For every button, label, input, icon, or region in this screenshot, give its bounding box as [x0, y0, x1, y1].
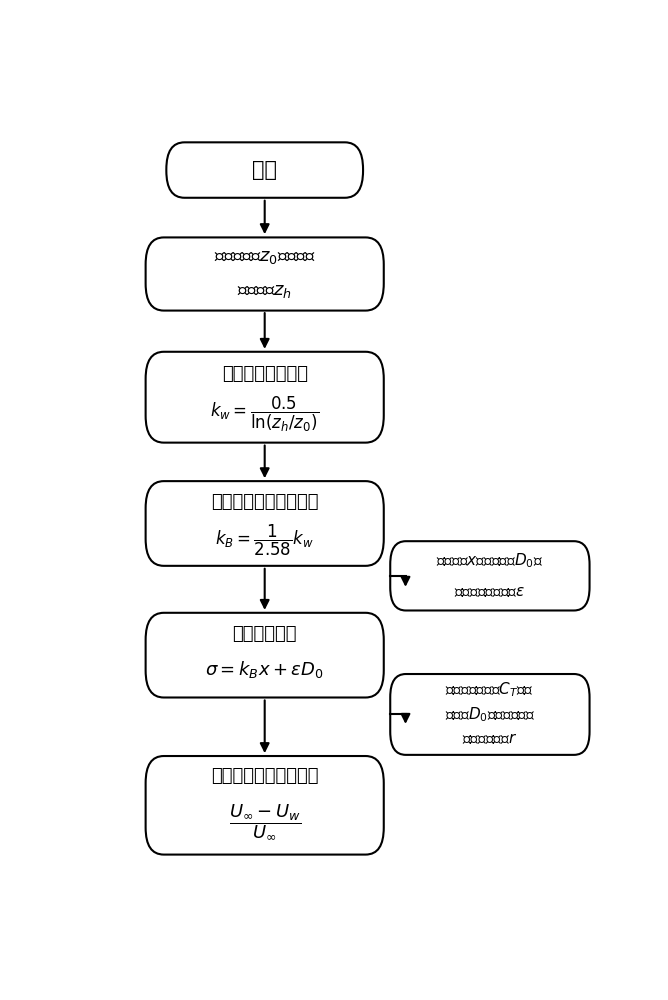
Text: $\sigma = k_B x + \varepsilon D_0$: $\sigma = k_B x + \varepsilon D_0$	[205, 659, 324, 680]
Text: 计算尾流扩散系数: 计算尾流扩散系数	[222, 365, 308, 383]
FancyBboxPatch shape	[146, 756, 383, 855]
FancyBboxPatch shape	[390, 674, 590, 755]
Text: 开始: 开始	[253, 160, 277, 180]
FancyBboxPatch shape	[390, 541, 590, 610]
Text: 轮直径$D_0$，距离轮毂中: 轮直径$D_0$，距离轮毂中	[445, 705, 535, 724]
Text: 计算标准偏差扩散系数: 计算标准偏差扩散系数	[211, 493, 319, 511]
FancyBboxPatch shape	[146, 481, 383, 566]
Text: 轮毂高度$z_h$: 轮毂高度$z_h$	[237, 282, 292, 300]
Text: 计算标准偏差: 计算标准偏差	[232, 625, 297, 643]
Text: 地形粗糙度$z_0$，风力机: 地形粗糙度$z_0$，风力机	[214, 248, 315, 266]
FancyBboxPatch shape	[146, 613, 383, 698]
FancyBboxPatch shape	[146, 352, 383, 443]
Text: 流向距离$x$，风轮直径$D_0$，: 流向距离$x$，风轮直径$D_0$，	[436, 551, 543, 570]
Text: 风力机推力系数$C_T$，风: 风力机推力系数$C_T$，风	[446, 680, 534, 699]
Text: $k_w = \dfrac{0.5}{\ln(z_h/z_0)}$: $k_w = \dfrac{0.5}{\ln(z_h/z_0)}$	[210, 395, 319, 434]
Text: $k_B = \dfrac{1}{2.58}k_w$: $k_B = \dfrac{1}{2.58}k_w$	[215, 523, 314, 558]
Text: $\dfrac{U_\infty-U_w}{U_\infty}$: $\dfrac{U_\infty-U_w}{U_\infty}$	[228, 803, 301, 842]
FancyBboxPatch shape	[166, 142, 363, 198]
Text: 初始标准偏差系数$\varepsilon$: 初始标准偏差系数$\varepsilon$	[454, 584, 526, 599]
FancyBboxPatch shape	[146, 237, 383, 311]
Text: 计算尾流区的速度亏损: 计算尾流区的速度亏损	[211, 767, 319, 785]
Text: 心位置的距离$r$: 心位置的距离$r$	[462, 732, 518, 747]
